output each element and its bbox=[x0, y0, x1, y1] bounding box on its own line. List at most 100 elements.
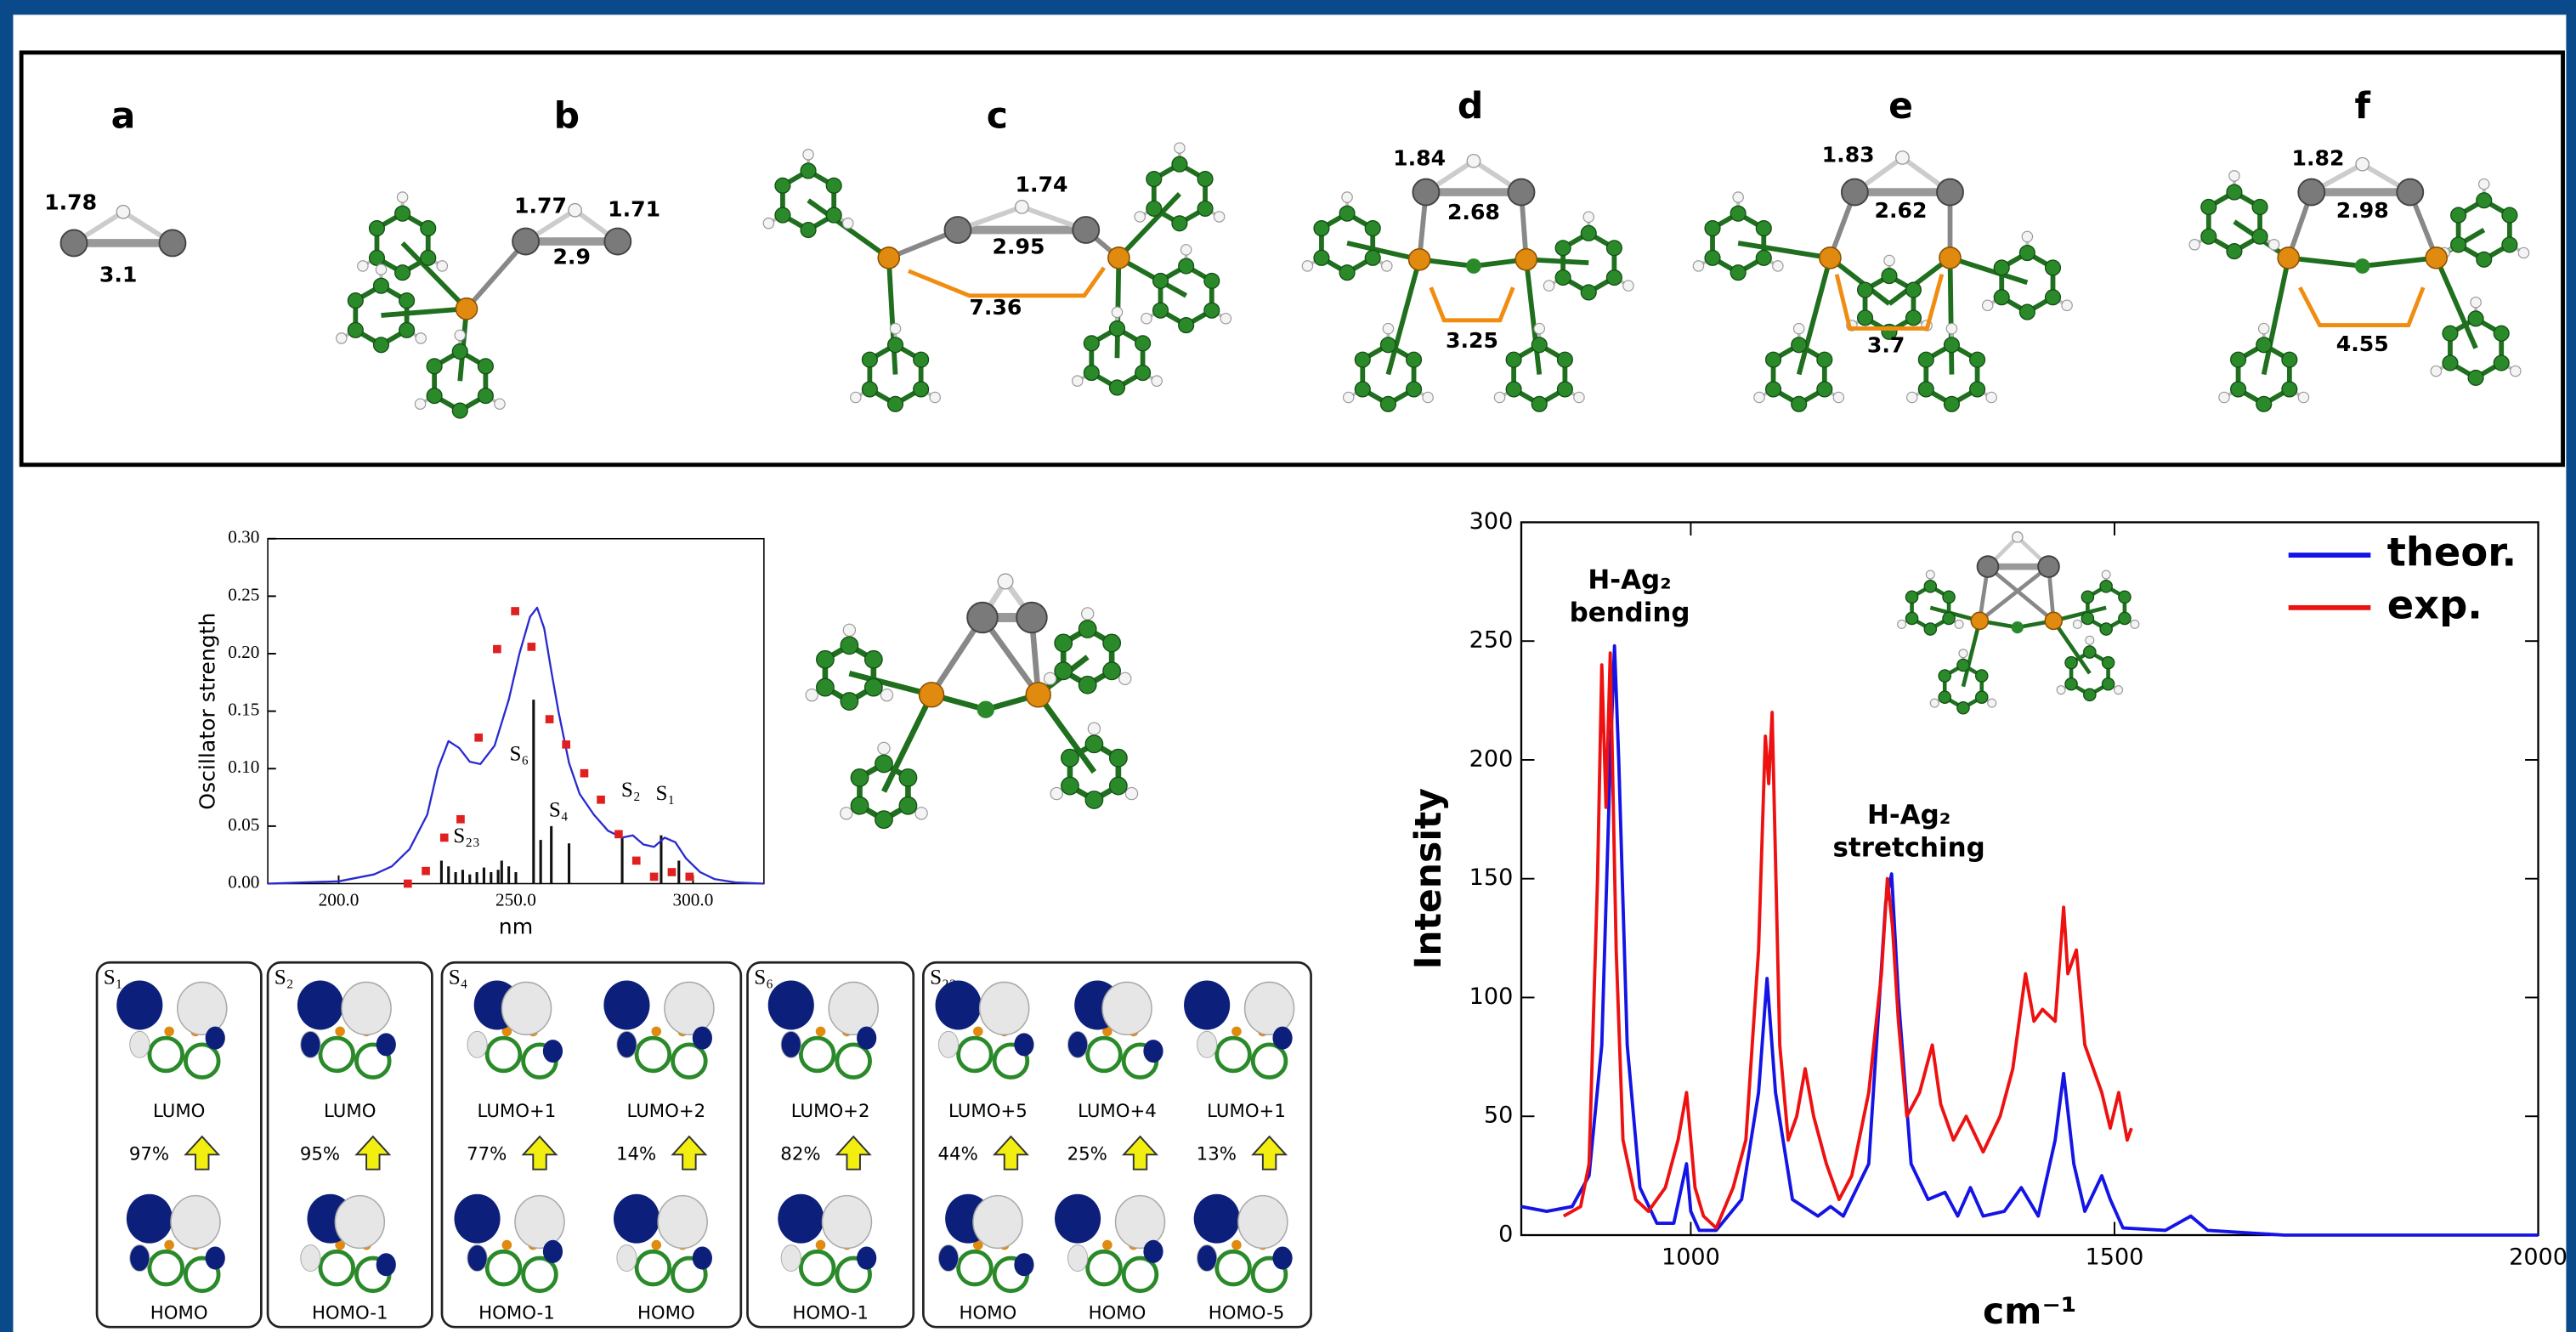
spectrum-curve bbox=[268, 606, 764, 885]
orbital-lobe bbox=[1272, 1026, 1293, 1050]
h-atom bbox=[914, 807, 928, 820]
mol-core bbox=[1250, 1042, 1288, 1080]
x-axis-label: nm bbox=[499, 915, 533, 939]
experimental-point bbox=[493, 644, 501, 654]
y-tick-label: 150 bbox=[1469, 864, 1514, 891]
h-atom bbox=[568, 202, 582, 218]
c-atom bbox=[399, 292, 416, 309]
c-atom bbox=[2118, 611, 2132, 626]
c-atom bbox=[2256, 395, 2273, 412]
mol-core bbox=[1214, 1035, 1252, 1074]
p-bond bbox=[1117, 255, 1188, 298]
h-atom bbox=[414, 398, 427, 410]
h-atom bbox=[396, 191, 409, 203]
orbital-lobe bbox=[778, 1193, 824, 1244]
orbital-label: HOMO-5 bbox=[1209, 1303, 1285, 1324]
distance-label: 1.83 bbox=[1822, 143, 1875, 167]
c-atom bbox=[1197, 171, 1214, 188]
c-atom bbox=[2230, 381, 2247, 398]
c-atom bbox=[2018, 244, 2035, 262]
orbital-lobe bbox=[821, 1194, 873, 1250]
p-bond bbox=[1961, 620, 1982, 688]
orbital-lobe bbox=[334, 1194, 386, 1250]
h-atom bbox=[1213, 211, 1226, 223]
orbital-lobe bbox=[300, 1244, 321, 1272]
orbital-label: LUMO bbox=[153, 1101, 205, 1122]
c-atom bbox=[1755, 249, 1772, 266]
mol-core bbox=[835, 1255, 872, 1294]
ir-series bbox=[1562, 651, 2133, 1230]
c-atom bbox=[875, 754, 893, 774]
c-atom bbox=[1755, 220, 1772, 237]
experimental-point bbox=[545, 715, 554, 723]
h-atom bbox=[1043, 672, 1057, 686]
c-atom bbox=[1556, 381, 1573, 398]
orbital-lobe bbox=[467, 1244, 488, 1272]
c-atom bbox=[451, 402, 468, 419]
c-atom bbox=[2044, 259, 2062, 276]
orbital-lobe bbox=[1014, 1033, 1034, 1057]
p-atom bbox=[815, 1239, 826, 1250]
c-atom bbox=[2281, 351, 2298, 368]
state-label: S₂ bbox=[621, 779, 641, 802]
orbital-lobe bbox=[937, 1244, 960, 1272]
mol-core bbox=[671, 1042, 708, 1080]
top-bar bbox=[0, 0, 2576, 15]
experimental-point bbox=[562, 740, 571, 749]
h-atom bbox=[436, 260, 449, 272]
mol-core bbox=[521, 1255, 558, 1294]
c-atom bbox=[1054, 633, 1073, 653]
p-bond bbox=[1828, 256, 1891, 306]
h-atom bbox=[2021, 230, 2034, 243]
h-atom bbox=[2267, 239, 2280, 251]
h-atom bbox=[1050, 786, 1063, 801]
h-atom bbox=[357, 260, 369, 272]
p-bond bbox=[880, 693, 935, 793]
p-atom bbox=[918, 682, 945, 708]
peak-annotation: stretching bbox=[1833, 832, 1985, 863]
c-atom bbox=[1078, 620, 1097, 638]
orbital-lobe bbox=[129, 1244, 150, 1272]
orbital-box bbox=[95, 961, 263, 1329]
c-atom bbox=[1917, 381, 1934, 398]
p-ag-bond bbox=[1978, 564, 2050, 623]
c-atom bbox=[347, 292, 364, 309]
c-atom bbox=[1791, 337, 1808, 354]
mol-core bbox=[484, 1249, 523, 1287]
c-atom bbox=[1943, 337, 1961, 354]
c-atom bbox=[2099, 622, 2113, 636]
orbital-lobe bbox=[1143, 1239, 1163, 1263]
structure-panel bbox=[19, 50, 2565, 468]
c-atom bbox=[2442, 325, 2459, 342]
c-atom bbox=[825, 207, 842, 224]
experimental-point bbox=[422, 866, 430, 876]
c-atom bbox=[1405, 381, 1423, 398]
orbital-plot bbox=[116, 980, 228, 1080]
orbital-lobe bbox=[1143, 1040, 1163, 1063]
h-atom bbox=[877, 741, 891, 756]
orbital-label: LUMO+4 bbox=[1078, 1101, 1157, 1122]
c-atom bbox=[1974, 669, 1989, 683]
orbital-plot bbox=[1055, 1193, 1166, 1294]
c-atom bbox=[426, 358, 443, 375]
orbital-lobe bbox=[514, 1194, 565, 1250]
p-atom bbox=[1939, 247, 1962, 269]
c-atom bbox=[420, 249, 437, 266]
orbital-plot bbox=[454, 1193, 565, 1294]
c-atom bbox=[1531, 395, 1548, 412]
orbital-label: HOMO bbox=[637, 1303, 695, 1324]
h-atom bbox=[1342, 391, 1355, 404]
p-atom bbox=[651, 1239, 662, 1250]
mol-core bbox=[835, 1042, 872, 1080]
p-bond bbox=[1796, 257, 1833, 376]
c-atom bbox=[2251, 198, 2268, 216]
state-label: S₂₃ bbox=[453, 825, 479, 847]
h-atom bbox=[997, 573, 1014, 590]
h-atom bbox=[1014, 200, 1029, 214]
experimental-point bbox=[667, 868, 677, 876]
transition-arrow bbox=[1122, 1135, 1159, 1170]
mol-core bbox=[318, 1035, 356, 1074]
c-atom bbox=[347, 321, 364, 338]
p-atom bbox=[877, 247, 901, 269]
h-atom bbox=[494, 398, 506, 410]
